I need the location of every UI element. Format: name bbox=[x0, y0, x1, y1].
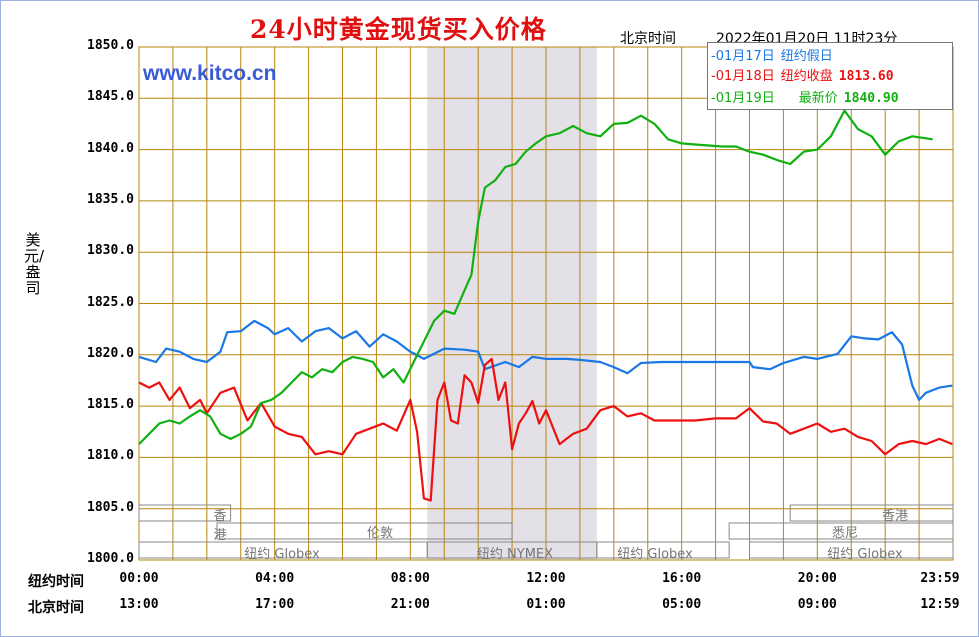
y-tick-label: 1825.0 bbox=[87, 294, 134, 310]
legend-date: -01月17日 bbox=[711, 49, 775, 64]
x-tick-label: 13:00 bbox=[119, 597, 159, 612]
legend-value: 1840.90 bbox=[843, 91, 899, 106]
series-line-0 bbox=[138, 319, 953, 401]
session-box-globex-3 bbox=[749, 541, 954, 559]
session-ny-globex-2: 纽约 Globex bbox=[617, 547, 693, 562]
legend-item-0119: -01月19日 最新价 1840.90 bbox=[711, 87, 905, 106]
x-tick-label: 00:00 bbox=[119, 571, 159, 586]
ny-time-label: 纽约时间 bbox=[28, 574, 84, 590]
y-tick-label: 1840.0 bbox=[87, 140, 134, 156]
watermark: www.kitco.cn bbox=[143, 62, 277, 85]
x-tick-label: 05:00 bbox=[662, 597, 702, 612]
x-tick-label: 16:00 bbox=[662, 571, 702, 586]
chart-title: 24小时黄金现货买入价格 bbox=[250, 15, 547, 44]
y-tick-label: 1800.0 bbox=[87, 551, 134, 566]
session-hongkong-1: 香港 bbox=[213, 509, 227, 543]
y-tick-label: 1815.0 bbox=[87, 397, 134, 413]
x-tick-label: 12:00 bbox=[526, 571, 566, 586]
session-ny-nymex: 纽约 NYMEX bbox=[476, 547, 554, 562]
x-tick-label: 23:59 bbox=[920, 571, 960, 586]
session-box-globex-2 bbox=[596, 541, 730, 559]
legend-note: 纽约假日 bbox=[780, 49, 833, 64]
session-ny-globex-1: 纽约 Globex bbox=[244, 547, 320, 562]
legend-item-0118: -01月18日 纽约收盘 1813.60 bbox=[711, 65, 900, 84]
beijing-time-label: 北京时间 bbox=[620, 31, 676, 47]
session-ny-globex-3: 纽约 Globex bbox=[827, 547, 903, 562]
x-tick-label: 08:00 bbox=[390, 571, 430, 586]
legend-note: 纽约收盘 bbox=[780, 69, 833, 84]
legend-item-0117: -01月17日 纽约假日 bbox=[711, 45, 839, 64]
y-tick-label: 1830.0 bbox=[87, 243, 134, 259]
legend-value: 1813.60 bbox=[838, 69, 894, 84]
y-tick-label: 1835.0 bbox=[87, 191, 134, 207]
legend-date: -01月18日 bbox=[711, 69, 775, 84]
y-tick-label: 1820.0 bbox=[87, 345, 134, 361]
session-sydney: 悉尼 bbox=[831, 526, 858, 541]
series-line-1 bbox=[138, 357, 953, 502]
session-box-hongkong-2 bbox=[789, 504, 954, 522]
x-tick-label: 17:00 bbox=[255, 597, 295, 612]
session-box-hongkong-1 bbox=[138, 504, 232, 522]
series-line-2 bbox=[138, 109, 933, 445]
y-tick-label: 1850.0 bbox=[87, 38, 134, 53]
y-axis-label: 美元/盎司 bbox=[24, 231, 45, 297]
y-tick-label: 1805.0 bbox=[87, 499, 134, 515]
session-hongkong-2: 香港 bbox=[881, 509, 908, 524]
session-london: 伦敦 bbox=[366, 526, 393, 541]
legend-note: 最新价 bbox=[798, 91, 838, 106]
x-tick-label: 01:00 bbox=[526, 597, 566, 612]
x-tick-label: 20:00 bbox=[797, 571, 837, 586]
y-tick-label: 1845.0 bbox=[87, 89, 134, 105]
legend: -01月17日 纽约假日 -01月18日 纽约收盘 1813.60 -01月19日 最新… bbox=[707, 42, 953, 110]
session-box-sydney bbox=[728, 522, 954, 540]
x-tick-label: 09:00 bbox=[797, 597, 837, 612]
legend-date: -01月19日 bbox=[711, 91, 775, 106]
session-box-london bbox=[216, 522, 513, 540]
x-tick-label: 04:00 bbox=[255, 571, 295, 586]
x-tick-label: 21:00 bbox=[390, 597, 430, 612]
bj-time-label: 北京时间 bbox=[28, 600, 84, 616]
y-tick-label: 1810.0 bbox=[87, 448, 134, 464]
x-tick-label: 12:59 bbox=[920, 597, 960, 612]
